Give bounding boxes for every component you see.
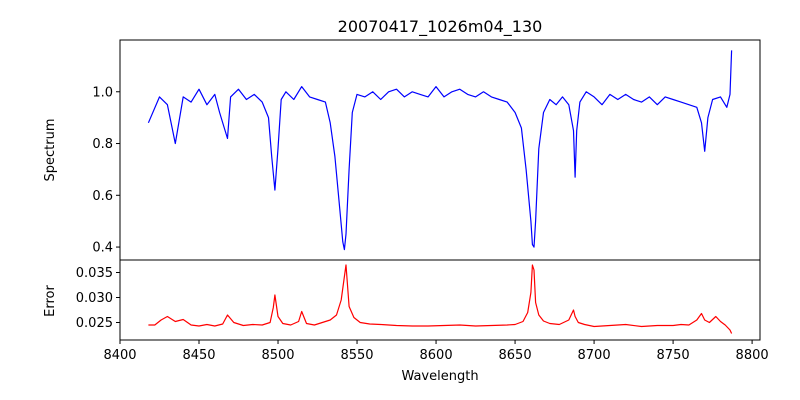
error-y-tick-label: 0.030 — [76, 291, 113, 306]
spectrum-y-tick-label: 0.4 — [92, 241, 113, 256]
error-x-tick-label: 8450 — [182, 348, 215, 363]
chart-title: 20070417_1026m04_130 — [338, 17, 543, 37]
error-x-tick-label: 8400 — [103, 348, 136, 363]
top-y-axis-label: Spectrum — [43, 119, 58, 182]
error-y-tick-label: 0.035 — [76, 266, 113, 281]
bottom-y-axis-label: Error — [43, 285, 58, 317]
spectrum-y-tick-label: 1.0 — [92, 85, 113, 100]
error-x-tick-label: 8750 — [657, 348, 690, 363]
spectrum-panel: 0.4 0.6 0.8 1.0 — [92, 39, 761, 261]
error-axes-frame — [119, 259, 761, 341]
error-y-tick-label: 0.025 — [76, 316, 113, 331]
spectrum-series-line — [147, 50, 733, 251]
error-panel: 0.025 0.030 0.035 8400 8450 8500 8550 8600 8650 8… — [76, 259, 769, 363]
error-x-tick-label: 8650 — [499, 348, 532, 363]
error-series-line — [148, 264, 733, 334]
error-x-tick-label: 8550 — [340, 348, 373, 363]
error-x-tick-label: 8700 — [578, 348, 611, 363]
spectrum-axes-frame — [119, 39, 761, 261]
error-x-tick-label: 8500 — [261, 348, 294, 363]
x-axis-label: Wavelength — [401, 369, 478, 384]
spectrum-y-tick-label: 0.6 — [92, 189, 113, 204]
error-x-tick-label: 8600 — [420, 348, 453, 363]
error-x-tick-label: 8800 — [736, 348, 769, 363]
spectrum-y-tick-label: 0.8 — [92, 137, 113, 152]
